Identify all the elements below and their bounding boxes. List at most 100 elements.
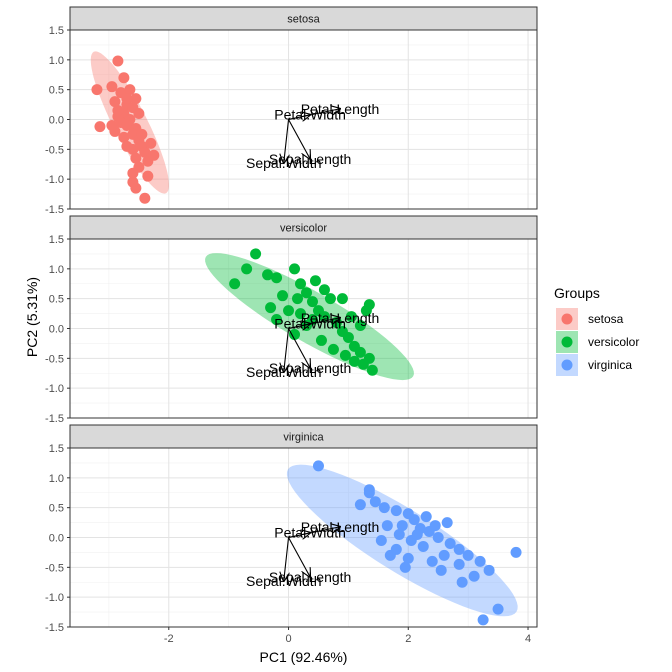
data-point-versicolor [336, 293, 348, 305]
x-tick-label: 0 [285, 633, 291, 645]
legend-label: setosa [588, 312, 624, 326]
y-tick-label: 1.5 [49, 234, 64, 246]
data-point-versicolor [342, 331, 354, 343]
data-point-setosa [133, 108, 145, 120]
data-point-virginica [393, 529, 405, 541]
y-tick-label: 1.0 [49, 55, 64, 67]
data-point-setosa [121, 140, 133, 152]
legend-entry-versicolor: versicolor [556, 331, 639, 353]
loading-label: Sepal.Width [246, 155, 321, 171]
data-point-versicolor [309, 275, 321, 287]
loading-arrow [288, 537, 311, 577]
y-tick-label: 1.0 [49, 473, 64, 485]
facet-panels: setosa Petal.LengthPetal.WidthSepal.Lengt… [45, 6, 538, 634]
data-point-virginica [453, 558, 465, 570]
data-point-virginica [483, 564, 495, 576]
data-point-virginica [312, 460, 324, 472]
x-tick-label: 2 [405, 633, 411, 645]
loading-arrow [288, 115, 311, 120]
data-point-virginica [354, 499, 366, 511]
legend: Groups setosa versicolor virginica [554, 285, 639, 376]
data-point-setosa [112, 55, 124, 67]
legend-entry-virginica: virginica [556, 354, 632, 376]
y-tick-label: -1.0 [45, 592, 64, 604]
data-point-versicolor [277, 290, 289, 302]
data-point-versicolor [306, 296, 318, 308]
data-point-virginica [444, 537, 456, 549]
y-tick-label: -0.5 [45, 562, 64, 574]
data-point-virginica [399, 561, 411, 573]
loading-arrow [284, 328, 289, 373]
data-point-versicolor [262, 269, 274, 281]
data-point-versicolor [289, 328, 301, 340]
data-point-virginica [369, 496, 381, 508]
loading-label: Petal.Length [301, 310, 380, 326]
panel-plot-area: Petal.LengthPetal.WidthSepal.LengthSepal… [70, 239, 537, 418]
data-point-virginica [384, 549, 396, 561]
loading-label: Petal.Length [301, 519, 380, 535]
legend-entry-setosa: setosa [556, 308, 624, 330]
data-point-versicolor [327, 343, 339, 355]
data-point-versicolor [318, 311, 330, 323]
data-point-setosa [118, 72, 130, 84]
y-tick-label: -1.5 [45, 413, 64, 425]
loading-label: Sepal.Width [246, 573, 321, 589]
data-point-versicolor [271, 272, 283, 284]
data-point-versicolor [354, 320, 366, 332]
loading-arrow [284, 119, 289, 164]
panel-plot-area: Petal.LengthPetal.WidthSepal.LengthSepal… [70, 30, 537, 209]
data-point-virginica [411, 529, 423, 541]
data-point-virginica [453, 543, 465, 555]
data-point-virginica [417, 540, 429, 552]
data-point-versicolor [366, 364, 378, 376]
y-tick-label: 0.5 [49, 294, 64, 306]
data-point-virginica [363, 487, 375, 499]
panel-virginica: virginica Petal.LengthPetal.WidthSepal.Le… [45, 424, 538, 634]
data-point-setosa [145, 137, 157, 149]
y-tick-label: 0.0 [49, 115, 64, 127]
x-tick-label: 4 [525, 633, 531, 645]
loading-arrow [288, 119, 311, 159]
data-point-virginica [378, 502, 390, 514]
data-point-virginica [396, 520, 408, 532]
data-point-virginica [390, 505, 402, 517]
data-point-setosa [148, 149, 160, 161]
y-tick-label: -1.0 [45, 383, 64, 395]
data-point-versicolor [324, 293, 336, 305]
panel-plot-area: Petal.LengthPetal.WidthSepal.LengthSepal… [70, 448, 537, 627]
y-tick-label: -1.5 [45, 622, 64, 634]
data-point-setosa [139, 192, 151, 204]
data-point-versicolor [357, 358, 369, 370]
data-point-versicolor [315, 334, 327, 346]
y-tick-label: 0.5 [49, 85, 64, 97]
data-point-virginica [462, 549, 474, 561]
data-point-versicolor [295, 308, 307, 320]
y-tick-label: 0.0 [49, 324, 64, 336]
data-point-virginica [435, 564, 447, 576]
y-tick-label: 1.5 [49, 443, 64, 455]
data-point-setosa [106, 81, 118, 93]
data-point-versicolor [265, 302, 277, 314]
legend-key-point [561, 313, 573, 325]
data-point-setosa [109, 96, 121, 108]
y-tick-label: -0.5 [45, 144, 64, 156]
loading-arrow [288, 324, 311, 329]
strip-label-setosa: setosa [287, 14, 320, 26]
data-point-versicolor [271, 314, 283, 326]
data-point-setosa [121, 119, 133, 131]
data-point-versicolor [295, 278, 307, 290]
data-point-virginica [408, 514, 420, 526]
strip-label-virginica: virginica [283, 432, 324, 444]
data-point-virginica [477, 614, 489, 626]
data-point-setosa [127, 167, 139, 179]
y-tick-label: 1.5 [49, 25, 64, 37]
data-point-setosa [112, 105, 124, 117]
data-point-setosa [124, 84, 136, 96]
data-point-versicolor [283, 305, 295, 317]
data-point-versicolor [292, 293, 304, 305]
data-point-versicolor [345, 311, 357, 323]
legend-key-point [561, 359, 573, 371]
data-point-virginica [429, 520, 441, 532]
data-point-versicolor [229, 278, 241, 290]
loading-arrow [288, 328, 311, 368]
